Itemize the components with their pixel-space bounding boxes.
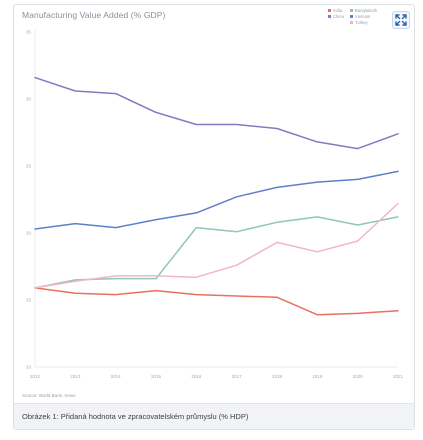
chart-title: Manufacturing Value Added (% GDP) <box>22 10 166 20</box>
legend-item: Vietnam <box>350 14 370 19</box>
x-tick-label: 2020 <box>353 374 364 379</box>
series-line-india <box>34 287 399 316</box>
legend-swatch <box>328 9 331 13</box>
line-chart: 10 15 20 25 30 35 2012 2013 2014 2015 2016 2017 2018… <box>26 30 404 380</box>
expand-icon <box>395 14 407 26</box>
legend-item: Turkey <box>350 20 368 25</box>
legend-item: Bangladesh <box>350 8 377 13</box>
x-tick-label: 2021 <box>393 374 404 379</box>
legend-label: China <box>333 14 344 19</box>
legend-swatch <box>350 9 353 13</box>
legend-label: Vietnam <box>355 14 371 19</box>
x-tick-label: 2014 <box>111 374 122 379</box>
x-tick-label: 2018 <box>272 374 283 379</box>
chart-source: Source: World Bank, Sewx <box>22 393 76 398</box>
y-tick-label: 25 <box>26 164 32 169</box>
legend-swatch <box>350 21 353 25</box>
y-tick-label: 10 <box>26 365 32 370</box>
x-tick-label: 2012 <box>30 374 41 379</box>
legend-item: India <box>328 8 342 13</box>
series-line-china <box>34 76 399 150</box>
caption-box: Obrázek 1: Přidaná hodnota ve zpracovate… <box>14 403 414 429</box>
x-tick-label: 2015 <box>151 374 162 379</box>
figure-caption: Obrázek 1: Přidaná hodnota ve zpracovate… <box>22 412 249 421</box>
y-tick-label: 35 <box>26 30 32 35</box>
chart-legend: India China Bangladesh Vietnam Turkey <box>328 8 392 32</box>
legend-label: India <box>333 8 343 13</box>
y-tick-label: 15 <box>26 298 32 303</box>
expand-button[interactable] <box>392 11 410 29</box>
series-line-vietnam <box>34 170 399 230</box>
x-tick-label: 2017 <box>232 374 243 379</box>
legend-item: China <box>328 14 344 19</box>
x-tick-label: 2019 <box>312 374 323 379</box>
chart-card <box>13 4 415 430</box>
legend-swatch <box>350 15 353 19</box>
y-tick-label: 30 <box>26 97 32 102</box>
series-line-bangladesh <box>34 216 399 289</box>
legend-label: Bangladesh <box>355 8 378 13</box>
x-tick-label: 2016 <box>191 374 202 379</box>
x-tick-label: 2013 <box>70 374 81 379</box>
y-tick-label: 20 <box>26 231 32 236</box>
series-line-turkey <box>34 202 399 289</box>
legend-label: Turkey <box>355 20 368 25</box>
legend-swatch <box>328 15 331 19</box>
